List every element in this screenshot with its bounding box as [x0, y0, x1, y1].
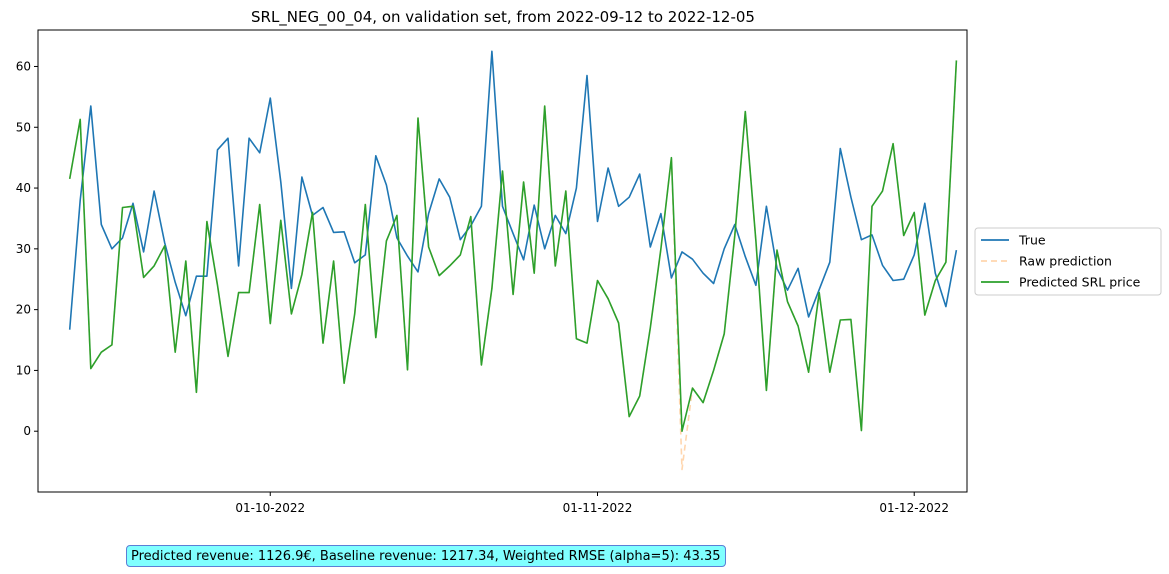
series-line-1	[68, 60, 958, 471]
legend-label: Predicted SRL price	[1019, 275, 1141, 290]
plot-frame	[37, 29, 968, 493]
x-tick-label: 01-11-2022	[563, 501, 633, 515]
y-tick-label: 10	[16, 363, 31, 377]
series-line-0	[68, 50, 958, 330]
y-tick-label: 60	[16, 59, 31, 73]
metrics-annotation: Predicted revenue: 1126.9€, Baseline rev…	[126, 545, 726, 567]
y-tick-label: 50	[16, 120, 31, 134]
y-tick-label: 40	[16, 181, 31, 195]
y-tick-label: 0	[23, 424, 31, 438]
chart-title: SRL_NEG_00_04, on validation set, from 2…	[251, 8, 755, 27]
series-line-2	[68, 60, 958, 433]
axis-layer: 0 10 20 30 40 50 60 01-10-2022 01-11-2022 01-12-2…	[16, 59, 949, 515]
series-layer	[68, 50, 958, 471]
legend-box	[974, 227, 1162, 296]
legend: True Raw prediction Predicted SRL price	[974, 227, 1162, 296]
legend-label: Raw prediction	[1019, 254, 1112, 269]
y-tick-label: 20	[16, 303, 31, 317]
y-tick-label: 30	[16, 242, 31, 256]
x-tick-label: 01-12-2022	[879, 501, 949, 515]
legend-label: True	[1018, 233, 1046, 248]
x-tick-label: 01-10-2022	[235, 501, 305, 515]
